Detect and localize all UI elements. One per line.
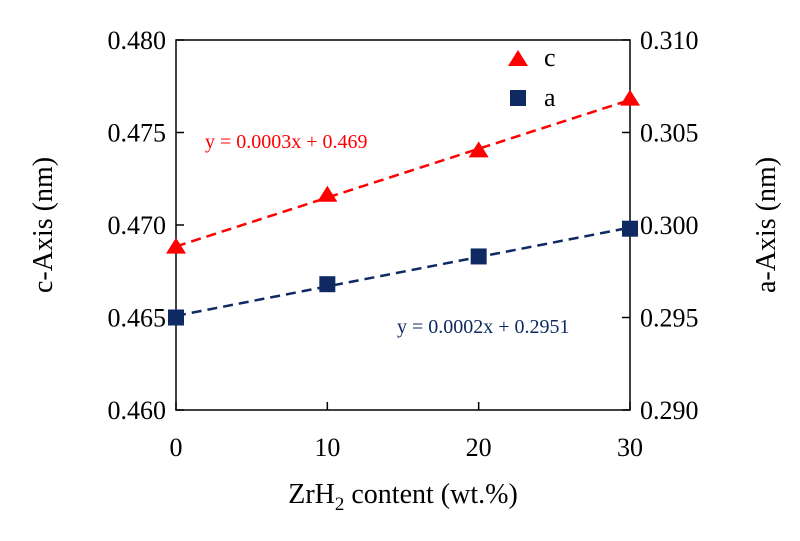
data-point-a <box>622 220 638 237</box>
x-tick-label: 20 <box>466 433 492 462</box>
left-axis-label: c-Axis (nm) <box>28 157 59 293</box>
x-axis-label: ZrH2 content (wt.%) <box>288 479 518 515</box>
left-tick-label: 0.465 <box>108 304 167 333</box>
right-tick-label: 0.310 <box>640 26 699 55</box>
legend-marker-c <box>508 50 528 66</box>
x-tick-label: 0 <box>170 433 183 462</box>
data-point-c <box>166 237 186 254</box>
legend-marker-a <box>510 90 526 106</box>
legend: c a <box>508 43 556 112</box>
left-tick-label: 0.480 <box>108 26 167 55</box>
right-axis-label: a-Axis (nm) <box>751 157 782 293</box>
trendline-a <box>175 226 631 318</box>
right-tick-label: 0.295 <box>640 304 699 333</box>
data-point-c <box>317 185 338 202</box>
x-axis-label-rest: content (wt.%) <box>344 479 517 510</box>
data-point-c <box>468 141 489 158</box>
data-point-c <box>620 89 640 106</box>
data-point-a <box>168 309 184 326</box>
legend-label-a: a <box>544 83 556 112</box>
left-axis-ticks: 0.460 0.465 0.470 0.475 0.480 <box>108 26 184 425</box>
left-tick-label: 0.475 <box>108 119 167 148</box>
x-tick-label: 30 <box>617 433 643 462</box>
left-tick-label: 0.460 <box>108 396 167 425</box>
right-tick-label: 0.305 <box>640 119 699 148</box>
right-tick-label: 0.290 <box>640 396 699 425</box>
trendlines <box>175 98 631 318</box>
legend-label-c: c <box>544 43 556 72</box>
right-axis-ticks: 0.290 0.295 0.300 0.305 0.310 <box>622 26 699 425</box>
data-point-a <box>470 248 487 265</box>
a-trendline-equation: y = 0.0002x + 0.2951 <box>397 316 570 338</box>
trendline-c <box>175 98 631 248</box>
x-axis-label-subscript: 2 <box>335 494 345 515</box>
right-tick-label: 0.300 <box>640 211 699 240</box>
x-tick-label: 10 <box>314 433 340 462</box>
c-trendline-equation: y = 0.0003x + 0.469 <box>205 131 368 153</box>
data-point-a <box>319 276 336 293</box>
x-axis-label-main: ZrH <box>288 479 335 510</box>
x-axis-ticks: 0 10 20 30 <box>170 402 643 462</box>
left-tick-label: 0.470 <box>108 211 167 240</box>
data-markers <box>166 89 640 326</box>
